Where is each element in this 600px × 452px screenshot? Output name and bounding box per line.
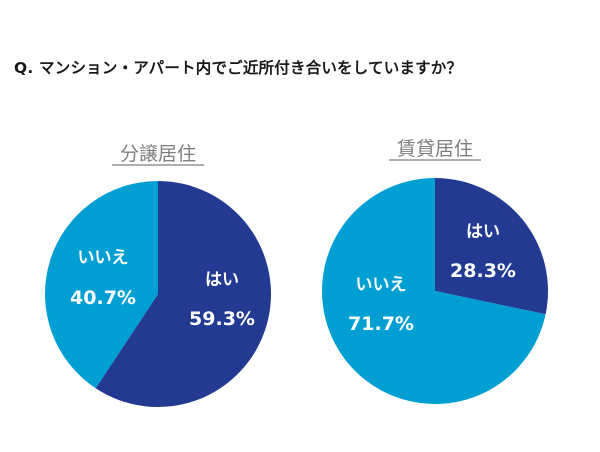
slice-label-no: いいえ — [356, 275, 407, 295]
question-title: Q. マンション・アパート内でご近所付き合いをしていますか？ — [14, 59, 463, 77]
slice-label-yes: はい — [466, 222, 500, 242]
slice-value-no: 40.7% — [70, 287, 136, 309]
pie-slice-no — [321, 178, 546, 404]
slice-value-yes: 28.3% — [450, 260, 516, 282]
pie-slice-yes — [435, 178, 548, 315]
pie-chart-rented: はい 28.3% いいえ 71.7% 賃貸居住 — [321, 138, 548, 404]
pie-slice-yes — [95, 181, 271, 407]
pie-chart-owned: はい 59.3% いいえ 40.7% 分譲居住 — [44, 143, 271, 407]
chart-title: 分譲居住 — [120, 143, 196, 165]
chart-title: 賃貸居住 — [397, 138, 473, 160]
slice-value-no: 71.7% — [348, 313, 414, 335]
slice-value-yes: 59.3% — [189, 308, 255, 330]
pie-slice-no — [44, 180, 159, 389]
slice-label-no: いいえ — [78, 248, 129, 268]
slice-label-yes: はい — [205, 270, 239, 290]
